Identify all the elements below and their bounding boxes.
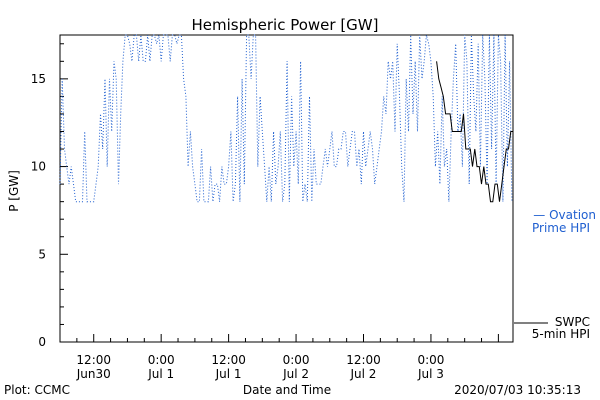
legend-swpc: SWPC 5-min HPI bbox=[514, 315, 590, 341]
plot-area-frame bbox=[59, 34, 514, 343]
x-tick-label-time: 12:00 bbox=[211, 353, 246, 367]
series-layer bbox=[59, 34, 513, 203]
x-tick-label-date: Jul 2 bbox=[350, 367, 377, 381]
y-tick-label: 5 bbox=[38, 247, 46, 261]
y-axis-ticks: 0 5 10 15 bbox=[31, 43, 68, 349]
x-tick-label-time: 12:00 bbox=[76, 353, 111, 367]
x-tick-label-time: 0:00 bbox=[283, 353, 310, 367]
x-tick-label-date: Jul 1 bbox=[147, 367, 174, 381]
y-tick-label: 15 bbox=[31, 72, 46, 86]
legend-ovation-line1: — Ovation bbox=[533, 208, 596, 222]
legend-swpc-line2: 5-min HPI bbox=[532, 327, 590, 341]
series-line-ovation-prime bbox=[59, 34, 513, 203]
x-tick-label-time: 0:00 bbox=[417, 353, 444, 367]
plot-credit: Plot: CCMC bbox=[4, 383, 70, 397]
x-tick-label-date: Jul 1 bbox=[215, 367, 242, 381]
legend-ovation: — Ovation Prime HPI bbox=[532, 208, 596, 235]
y-tick-label: 10 bbox=[31, 160, 46, 174]
y-axis-label: P [GW] bbox=[7, 170, 21, 212]
x-tick-label-date: Jul 2 bbox=[282, 367, 309, 381]
legend-ovation-line2: Prime HPI bbox=[532, 221, 590, 235]
x-tick-label-date: Jun30 bbox=[76, 367, 111, 381]
x-tick-label-time: 12:00 bbox=[346, 353, 381, 367]
y-tick-label: 0 bbox=[38, 335, 46, 349]
series-line-swpc-5min bbox=[436, 61, 513, 203]
x-tick-label-date: Jul 3 bbox=[417, 367, 444, 381]
timestamp: 2020/07/03 10:35:13 bbox=[454, 383, 581, 397]
x-axis-label: Date and Time bbox=[243, 383, 331, 397]
x-tick-label-time: 0:00 bbox=[148, 353, 175, 367]
chart-title: Hemispheric Power [GW] bbox=[192, 16, 379, 34]
legend-swpc-line1: SWPC bbox=[555, 315, 590, 329]
